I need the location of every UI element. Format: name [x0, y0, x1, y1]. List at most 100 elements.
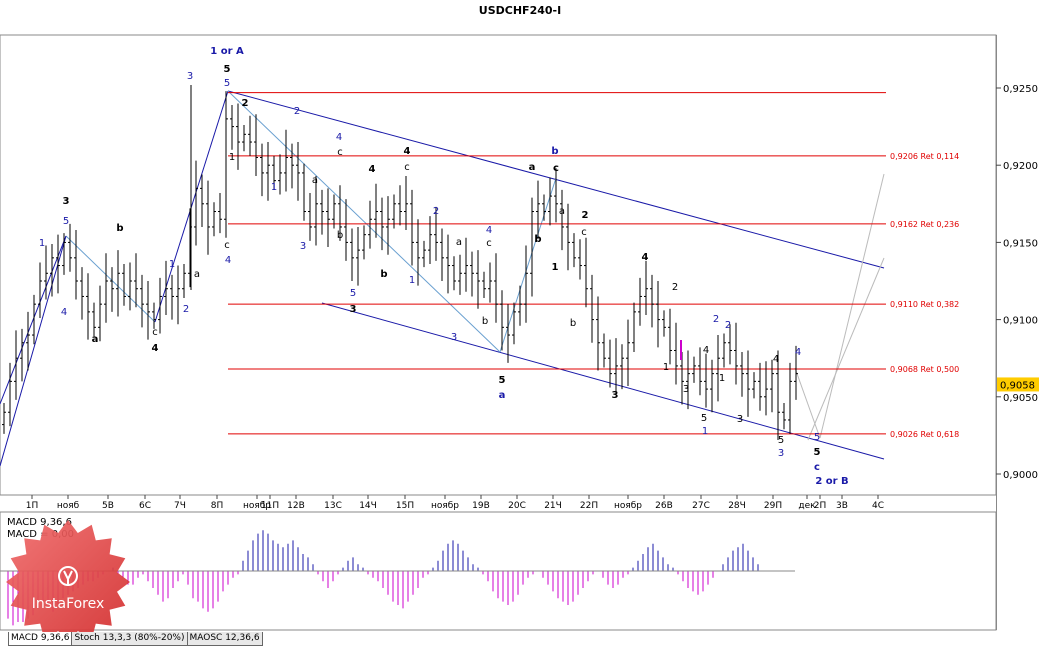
wave-label: c: [337, 147, 343, 158]
wave-label: 1: [271, 182, 277, 193]
fib-level-label: 0,9110 Ret 0,382: [890, 300, 959, 309]
x-tick-label: 21Ч: [544, 501, 562, 511]
fibonacci-levels: 0,9206 Ret 0,114 0,9162 Ret 0,236 0,9110 R…: [228, 92, 959, 439]
wave-label: b: [482, 316, 488, 327]
price-axis: 0,9250 0,9200 0,9150 0,9100 0,9050 0,9000: [996, 84, 1038, 481]
wave-label: 3: [451, 332, 457, 343]
wave-label: 3: [187, 71, 193, 82]
wave-label: c: [581, 227, 587, 238]
fib-level-label: 0,9068 Ret 0,500: [890, 365, 959, 374]
candlesticks: [2, 85, 798, 441]
x-tick-label: 8П: [211, 501, 224, 511]
wave-label: 2: [294, 106, 300, 117]
wave-label: 1: [719, 373, 725, 384]
wave-label: c: [224, 240, 230, 251]
wave-label: 1 or A: [210, 46, 244, 57]
wave-line: [499, 177, 557, 353]
wave-label: 3: [612, 390, 619, 401]
x-tick-label: 3В: [836, 501, 848, 511]
wave-line: [0, 235, 67, 405]
tab-maosc[interactable]: MAOSC 12,36,6: [186, 632, 263, 646]
x-tick-label: 12В: [287, 501, 305, 511]
wave-label: 1: [409, 275, 415, 286]
x-tick-label: 7Ч: [174, 501, 186, 511]
x-tick-label: 22П: [580, 501, 598, 511]
wave-label: 5: [814, 447, 821, 458]
wave-label: 3: [737, 414, 743, 425]
wave-label: 2 or B: [815, 476, 848, 487]
wave-label: 1: [169, 259, 175, 270]
wave-labels: 1 or A553224c4c1a3541bc12ac4a413b534b213…: [39, 46, 849, 487]
wave-label: 4: [369, 164, 376, 175]
current-price-box: [997, 377, 1039, 392]
price-scale-border: [996, 35, 997, 630]
tab-macd[interactable]: MACD 9,36,6: [8, 632, 73, 646]
wave-label: 2: [713, 314, 719, 325]
wave-label: 4: [795, 347, 801, 358]
wave-label: b: [551, 146, 558, 157]
x-tick-label: 26В: [655, 501, 673, 511]
y-tick-label: 0,9200: [1003, 161, 1038, 172]
wave-label: 2: [582, 210, 589, 221]
current-price-label: 0,9058: [1000, 380, 1035, 391]
x-tick-label: 28Ч: [728, 501, 746, 511]
wave-label: 4: [61, 307, 67, 318]
x-tick-label: ноябр: [614, 501, 642, 511]
wave-label: 3: [300, 241, 306, 252]
y-tick-label: 0,9100: [1003, 316, 1038, 327]
y-tick-label: 0,9250: [1003, 84, 1038, 95]
x-tick-label: 29П: [764, 501, 782, 511]
wave-label: c: [486, 238, 492, 249]
indicator-tabs: MACD 9,36,6 Stoch 13,3,3 (80%-20%) MAOSC…: [8, 632, 263, 646]
wave-label: 1: [229, 152, 235, 163]
wave-label: 4: [642, 252, 649, 263]
wave-label: a: [312, 175, 318, 186]
wave-label: 1: [702, 426, 708, 437]
wave-label: 2: [725, 320, 731, 331]
x-tick-label: 1П: [26, 501, 39, 511]
wave-label: a: [92, 334, 99, 345]
x-tick-label: нояб: [57, 501, 80, 511]
wave-label: 4: [703, 345, 709, 356]
x-tick-label: 2П: [814, 501, 827, 511]
x-tick-label: 15П: [396, 501, 414, 511]
wave-label: a: [194, 269, 200, 280]
wave-label: 4: [225, 255, 231, 266]
wave-label: c: [553, 163, 559, 174]
wave-label: b: [337, 230, 343, 241]
wave-label: 1: [663, 362, 669, 373]
wave-label: c: [152, 327, 158, 338]
wave-line: [227, 90, 501, 353]
x-tick-label: 4С: [872, 501, 884, 511]
projection-line: [807, 257, 885, 441]
y-tick-label: 0,9050: [1003, 393, 1038, 404]
x-tick-label: 27С: [692, 501, 710, 511]
fib-level-label: 0,9026 Ret 0,618: [890, 430, 959, 439]
x-tick-label: 14Ч: [359, 501, 377, 511]
y-tick-label: 0,9000: [1003, 470, 1038, 481]
instaforex-logo: InstaForex: [6, 520, 130, 644]
wave-label: 2: [183, 304, 189, 315]
wave-line: [65, 235, 156, 323]
x-tick-label: 11П: [261, 501, 279, 511]
wave-label: 4: [336, 132, 342, 143]
wave-label: b: [380, 269, 387, 280]
tab-stochastic[interactable]: Stoch 13,3,3 (80%-20%): [71, 632, 188, 646]
wave-label: b: [116, 223, 123, 234]
x-tick-label: ноябр: [243, 501, 271, 511]
main-plot-frame: [0, 34, 997, 496]
wave-label: 1: [552, 262, 559, 273]
wave-label: a: [456, 237, 462, 248]
wave-label: b: [534, 234, 541, 245]
wave-label: 3: [350, 304, 357, 315]
wave-label: c: [404, 162, 410, 173]
wave-label: 5: [63, 216, 69, 227]
wave-label: 1: [39, 238, 45, 249]
wave-label: 4: [152, 343, 159, 354]
wave-label: b: [570, 318, 576, 329]
wave-line: [0, 235, 67, 467]
projection-line: [794, 367, 821, 439]
chart-title: USDCHF240-I: [479, 4, 561, 17]
